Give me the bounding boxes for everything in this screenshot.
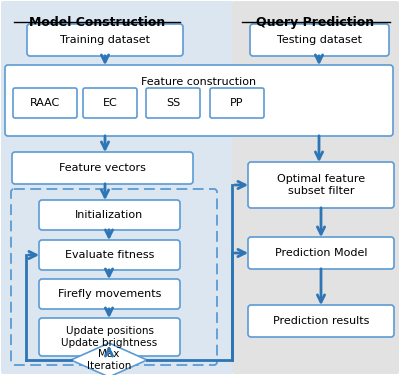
FancyBboxPatch shape <box>146 88 200 118</box>
Text: RAAC: RAAC <box>30 98 60 108</box>
FancyBboxPatch shape <box>5 65 393 136</box>
FancyBboxPatch shape <box>250 24 389 56</box>
FancyBboxPatch shape <box>248 305 394 337</box>
FancyBboxPatch shape <box>39 200 180 230</box>
FancyBboxPatch shape <box>210 88 264 118</box>
Text: SS: SS <box>166 98 180 108</box>
Text: Optimal feature
subset filter: Optimal feature subset filter <box>277 174 365 196</box>
FancyBboxPatch shape <box>232 1 399 374</box>
FancyBboxPatch shape <box>83 88 137 118</box>
Text: Max
Iteration: Max Iteration <box>87 349 131 371</box>
FancyBboxPatch shape <box>39 240 180 270</box>
FancyBboxPatch shape <box>27 24 183 56</box>
Text: Prediction results: Prediction results <box>273 316 369 326</box>
Text: Training dataset: Training dataset <box>60 35 150 45</box>
Text: EC: EC <box>103 98 117 108</box>
Polygon shape <box>71 343 147 375</box>
Text: PP: PP <box>230 98 244 108</box>
Text: Update positions
Update brightness: Update positions Update brightness <box>61 326 158 348</box>
FancyBboxPatch shape <box>248 237 394 269</box>
Text: Feature construction: Feature construction <box>142 77 256 87</box>
Text: Evaluate fitness: Evaluate fitness <box>65 250 154 260</box>
Text: Prediction Model: Prediction Model <box>275 248 367 258</box>
FancyBboxPatch shape <box>39 279 180 309</box>
FancyBboxPatch shape <box>39 318 180 356</box>
FancyBboxPatch shape <box>12 152 193 184</box>
Text: Initialization: Initialization <box>75 210 144 220</box>
Text: Query Prediction: Query Prediction <box>256 16 374 29</box>
Text: Testing dataset: Testing dataset <box>277 35 362 45</box>
FancyBboxPatch shape <box>1 1 233 374</box>
FancyBboxPatch shape <box>13 88 77 118</box>
Text: Firefly movements: Firefly movements <box>58 289 161 299</box>
FancyBboxPatch shape <box>248 162 394 208</box>
Text: Model Construction: Model Construction <box>29 16 165 29</box>
Text: Feature vectors: Feature vectors <box>59 163 146 173</box>
